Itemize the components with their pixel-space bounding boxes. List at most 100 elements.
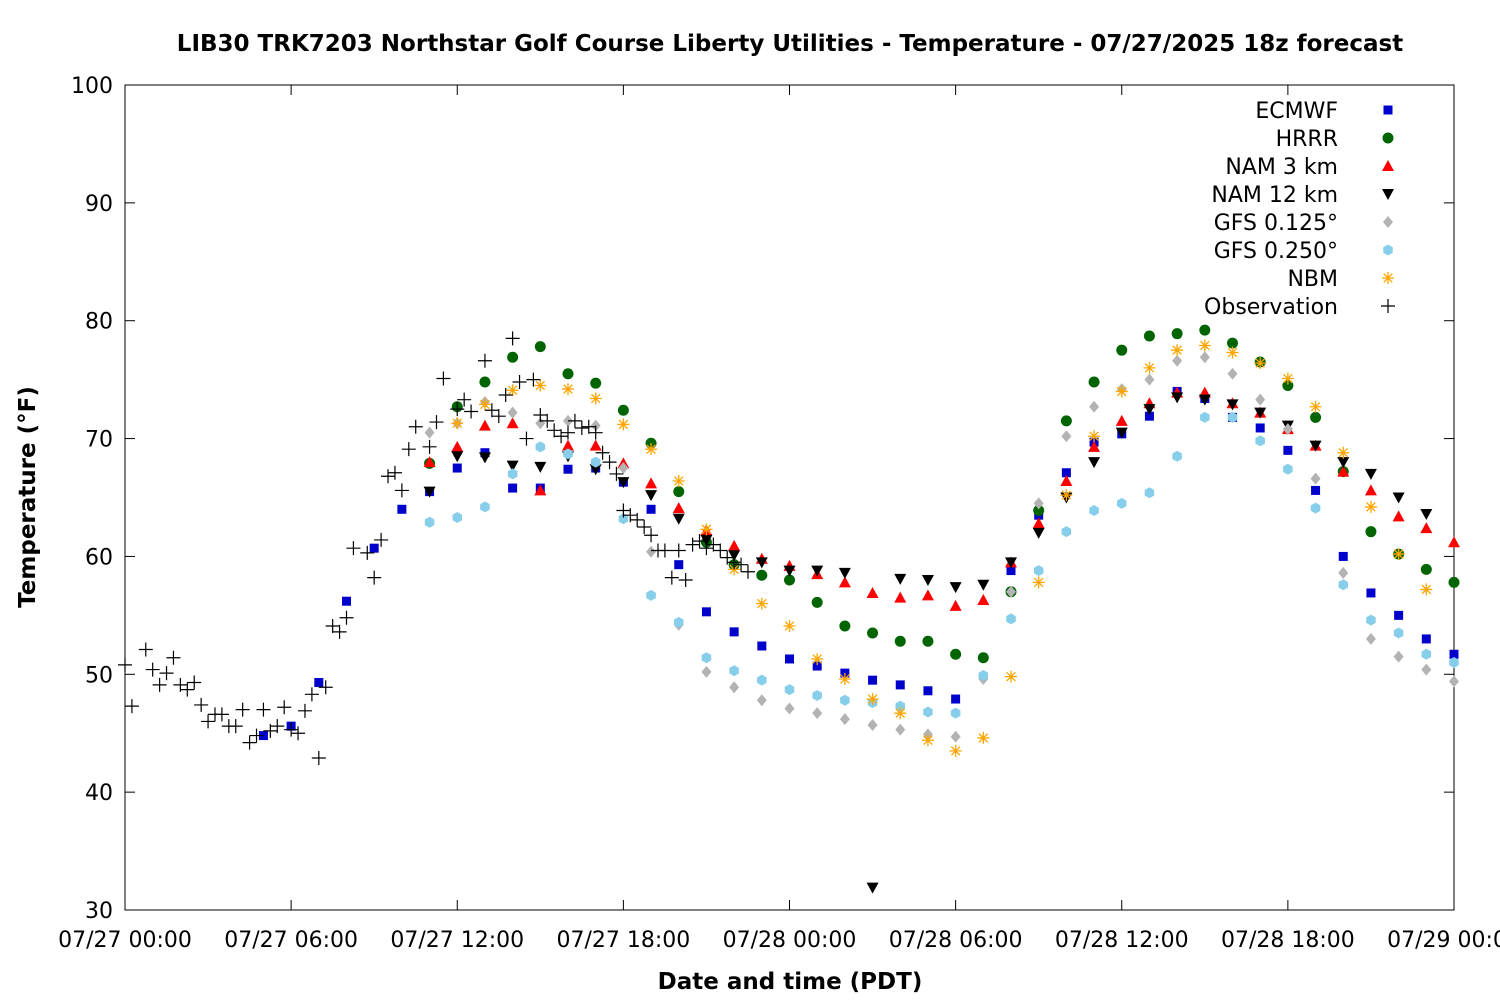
data-point bbox=[672, 502, 685, 514]
data-point bbox=[381, 469, 396, 484]
data-point bbox=[1281, 372, 1294, 385]
data-point bbox=[201, 714, 216, 729]
data-point bbox=[451, 440, 464, 452]
data-point bbox=[506, 460, 519, 472]
series-ecmwf bbox=[258, 386, 1459, 741]
data-point bbox=[1420, 522, 1433, 534]
data-point bbox=[756, 569, 768, 581]
data-point bbox=[424, 516, 435, 528]
data-point bbox=[562, 439, 574, 451]
data-point bbox=[1365, 526, 1377, 538]
data-point bbox=[1392, 492, 1405, 504]
data-point bbox=[1309, 440, 1322, 452]
data-point bbox=[609, 466, 624, 481]
data-point bbox=[812, 707, 823, 720]
data-point bbox=[369, 543, 379, 553]
data-point bbox=[950, 730, 961, 743]
y-tick-label: 100 bbox=[71, 74, 113, 99]
data-point bbox=[1337, 446, 1350, 459]
data-point bbox=[138, 642, 153, 657]
data-point bbox=[1144, 411, 1154, 421]
data-point bbox=[595, 445, 610, 460]
data-point bbox=[567, 413, 582, 428]
data-point bbox=[1255, 393, 1266, 406]
data-point bbox=[374, 532, 389, 547]
data-point bbox=[589, 439, 602, 451]
data-point bbox=[451, 417, 464, 430]
data-point bbox=[533, 408, 548, 422]
data-point bbox=[1033, 504, 1045, 516]
data-point bbox=[685, 537, 700, 552]
data-point bbox=[1033, 497, 1044, 510]
data-point bbox=[1227, 367, 1238, 380]
data-point bbox=[1365, 632, 1376, 645]
data-point bbox=[159, 666, 174, 681]
data-point bbox=[408, 419, 423, 434]
data-point bbox=[1200, 411, 1210, 423]
data-point bbox=[734, 557, 749, 572]
data-point bbox=[838, 567, 851, 579]
data-point bbox=[311, 750, 326, 765]
data-point bbox=[839, 713, 850, 726]
data-point bbox=[1393, 650, 1404, 663]
legend-marker bbox=[1382, 132, 1394, 144]
data-point bbox=[673, 486, 685, 498]
data-point bbox=[325, 618, 340, 633]
data-point bbox=[728, 563, 741, 576]
y-axis-label: Temperature (°F) bbox=[15, 386, 41, 608]
data-point bbox=[436, 371, 451, 386]
data-point bbox=[535, 441, 546, 453]
data-point bbox=[547, 423, 562, 438]
data-point bbox=[1061, 430, 1072, 443]
y-tick-label: 70 bbox=[85, 428, 113, 453]
data-point bbox=[1337, 457, 1350, 469]
data-point bbox=[507, 468, 518, 480]
data-point bbox=[1366, 614, 1376, 626]
data-point bbox=[921, 734, 934, 747]
data-point bbox=[589, 464, 602, 476]
legend-label: NAM 12 km bbox=[1211, 183, 1338, 208]
data-point bbox=[506, 417, 519, 429]
data-point bbox=[700, 523, 713, 536]
series-nbm bbox=[451, 339, 1433, 757]
data-point bbox=[867, 718, 878, 731]
x-tick-label: 07/27 00:00 bbox=[58, 928, 192, 953]
data-point bbox=[811, 652, 824, 665]
data-point bbox=[755, 597, 768, 610]
data-point bbox=[784, 702, 795, 715]
data-point bbox=[1420, 509, 1433, 520]
data-point bbox=[664, 570, 679, 585]
data-point bbox=[1061, 468, 1071, 478]
data-point bbox=[508, 483, 518, 493]
data-point bbox=[1199, 351, 1210, 364]
data-point bbox=[671, 543, 686, 558]
data-point bbox=[590, 377, 602, 389]
data-point bbox=[1310, 472, 1321, 485]
data-point bbox=[1448, 576, 1460, 588]
data-point bbox=[867, 627, 879, 639]
data-point bbox=[894, 573, 907, 585]
data-point bbox=[618, 513, 629, 525]
x-tick-label: 07/29 00:00 bbox=[1387, 928, 1500, 953]
data-point bbox=[1337, 465, 1350, 477]
data-point bbox=[699, 541, 714, 556]
data-point bbox=[894, 635, 906, 647]
data-point bbox=[562, 368, 574, 380]
data-point bbox=[507, 351, 519, 363]
data-point bbox=[457, 392, 472, 407]
data-point bbox=[249, 728, 264, 743]
legend-label: NAM 3 km bbox=[1225, 155, 1338, 180]
data-point bbox=[692, 534, 707, 549]
series-hrrr bbox=[424, 324, 1460, 664]
data-point bbox=[534, 341, 546, 353]
data-point bbox=[574, 420, 589, 435]
legend-marker bbox=[1383, 244, 1393, 256]
data-point bbox=[124, 699, 139, 714]
data-point bbox=[1421, 634, 1431, 644]
data-point bbox=[729, 627, 739, 637]
data-point bbox=[678, 573, 693, 587]
data-point bbox=[180, 682, 195, 697]
data-point bbox=[561, 425, 575, 440]
data-point bbox=[923, 686, 933, 696]
data-point bbox=[672, 475, 685, 487]
